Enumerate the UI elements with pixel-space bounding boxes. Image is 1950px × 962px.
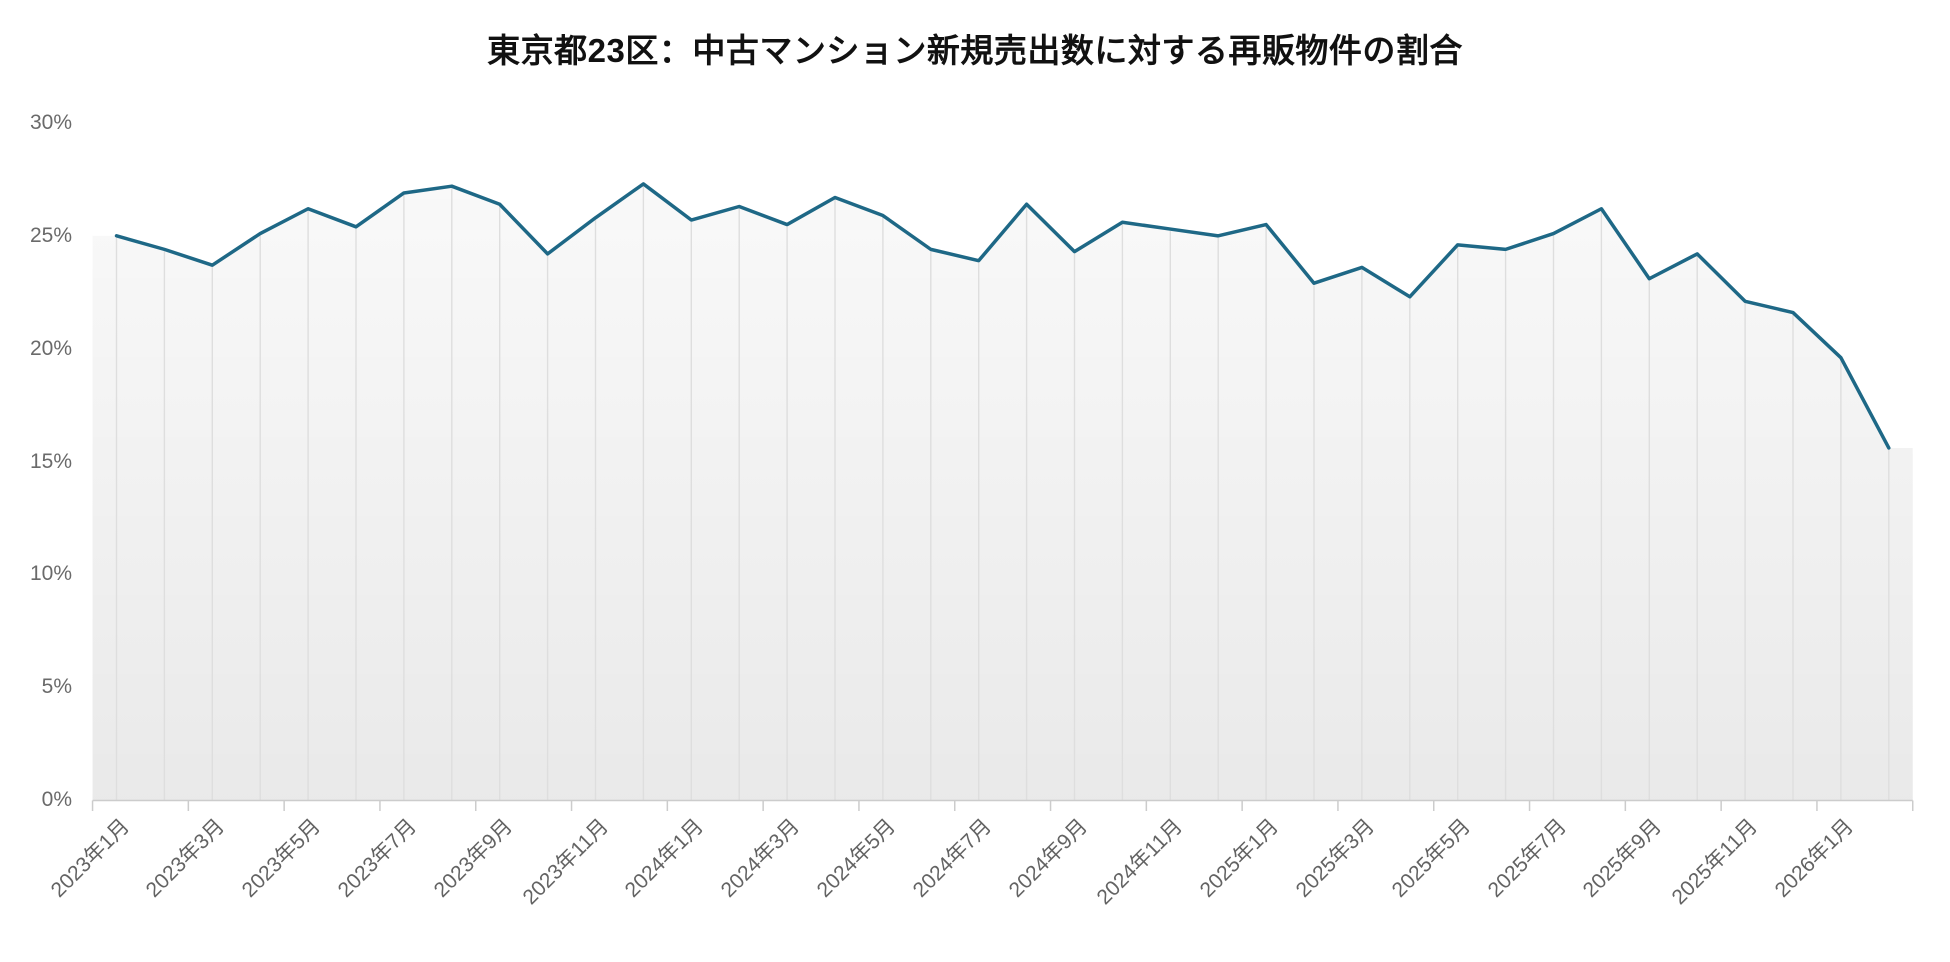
chart-title: 東京都23区：中古マンション新規売出数に対する再販物件の割合	[487, 32, 1463, 69]
data-line	[114, 182, 1891, 450]
y-axis-label: 20%	[29, 336, 72, 360]
y-axis-label: 15%	[29, 449, 72, 473]
y-axis-label: 30%	[29, 111, 72, 134]
y-axis-label: 5%	[41, 675, 72, 699]
month-drop-lines	[115, 185, 1890, 800]
y-axis-label: 25%	[29, 223, 72, 247]
x-axis	[91, 799, 1914, 811]
area-fill	[92, 183, 1913, 800]
y-axis-label: 0%	[41, 788, 72, 811]
y-axis-label: 10%	[29, 562, 72, 586]
